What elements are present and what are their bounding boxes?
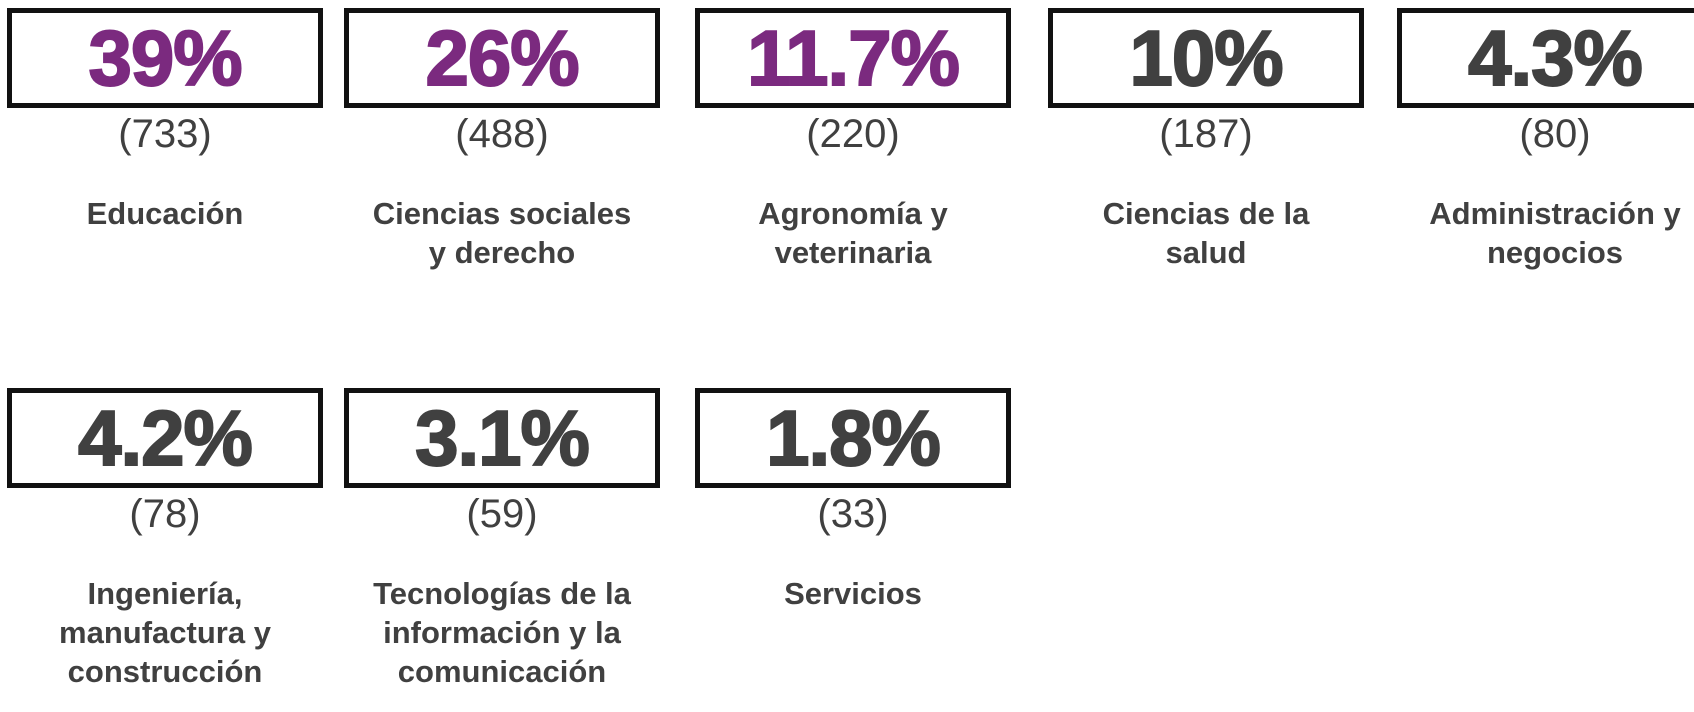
- category-label: Tecnologías de la información y la comun…: [373, 576, 631, 689]
- count: (80): [1519, 112, 1591, 156]
- percent: 39%: [7, 8, 323, 108]
- count: (733): [118, 112, 212, 156]
- stat-card: 4.3% (80) Administración y negocios: [1395, 8, 1694, 273]
- percent: 3.1%: [344, 388, 660, 488]
- category-label: Servicios: [784, 576, 922, 611]
- category-label: Agronomía y veterinaria: [758, 196, 948, 270]
- count: (220): [806, 112, 900, 156]
- percent: 4.2%: [7, 388, 323, 488]
- stat-card: 3.1% (59) Tecnologías de la información y …: [342, 388, 662, 691]
- percent: 4.3%: [1397, 8, 1694, 108]
- count: (187): [1159, 112, 1253, 156]
- count: (33): [817, 492, 889, 536]
- category-label: Ciencias de la salud: [1102, 196, 1310, 270]
- category-label: Ciencias sociales y derecho: [372, 196, 632, 270]
- category-label: Administración y negocios: [1429, 196, 1681, 270]
- percent: 11.7%: [695, 8, 1011, 108]
- count: (78): [129, 492, 201, 536]
- stat-card: 1.8% (33) Servicios: [693, 388, 1013, 614]
- percent: 1.8%: [695, 388, 1011, 488]
- stat-card: 4.2% (78) Ingeniería, manufactura y constr…: [5, 388, 325, 691]
- stat-card: 10% (187) Ciencias de la salud: [1046, 8, 1366, 273]
- category-label: Educación: [86, 196, 244, 231]
- percent: 26%: [344, 8, 660, 108]
- stat-card: 39% (733) Educación: [5, 8, 325, 234]
- stat-card: 11.7% (220) Agronomía y veterinaria: [693, 8, 1013, 273]
- percent: 10%: [1048, 8, 1364, 108]
- category-label: Ingeniería, manufactura y construcción: [59, 576, 271, 689]
- count: (59): [466, 492, 538, 536]
- stat-card: 26% (488) Ciencias sociales y derecho: [342, 8, 662, 273]
- count: (488): [455, 112, 549, 156]
